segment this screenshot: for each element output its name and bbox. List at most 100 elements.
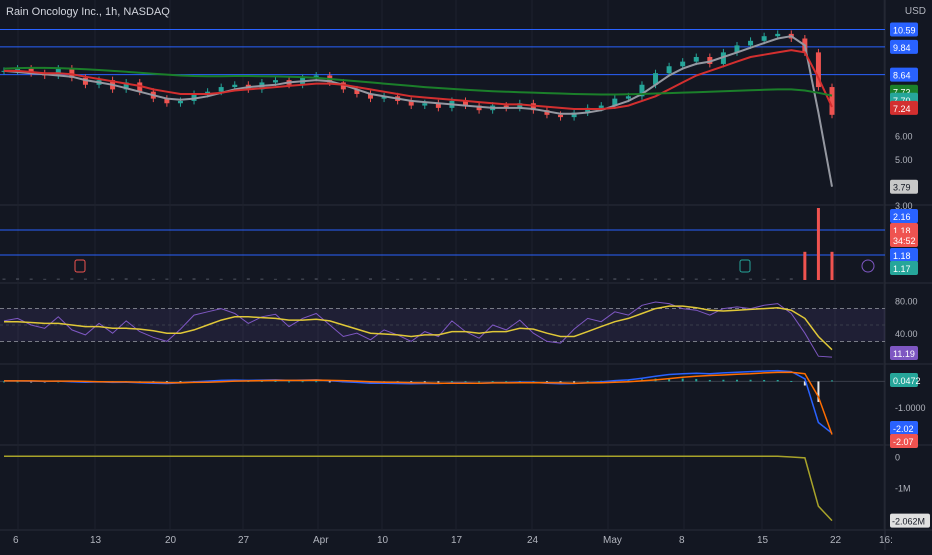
- macd-histogram-bar: [315, 381, 318, 383]
- candle: [761, 36, 767, 41]
- macd-histogram-bar: [831, 380, 833, 382]
- candle: [530, 103, 536, 111]
- macd-value-tag: 0.0472: [893, 376, 921, 386]
- x-tick-label: Apr: [313, 535, 329, 546]
- macd-histogram-bar: [505, 381, 508, 383]
- volume-bar: [789, 278, 793, 280]
- volume-bar: [816, 208, 820, 280]
- macd-histogram-bar: [573, 381, 576, 383]
- x-tick-label: 10: [377, 535, 389, 546]
- dividend-event-icon[interactable]: [861, 259, 875, 273]
- volume-bar: [803, 251, 807, 280]
- candle: [693, 57, 699, 62]
- candle: [680, 61, 686, 67]
- candle: [503, 105, 509, 108]
- volume-tag-bg: [890, 233, 918, 247]
- macd-value-tag-bg: [890, 421, 918, 435]
- volume-bar: [56, 278, 60, 280]
- candle: [28, 68, 34, 74]
- volume-bar: [776, 278, 780, 280]
- ema-line-1: [3, 35, 833, 187]
- earnings-marker-icon[interactable]: [74, 259, 86, 273]
- price-tag: 7.70: [893, 96, 911, 106]
- volume-bar: [531, 278, 535, 280]
- price-tag-bg: [890, 67, 918, 82]
- candle: [191, 94, 197, 101]
- macd-series-2: [4, 371, 833, 435]
- candle: [829, 87, 835, 115]
- x-tick-label: 20: [165, 535, 177, 546]
- candle: [720, 52, 726, 64]
- ema-line-2: [4, 49, 833, 110]
- macd-histogram-bar: [57, 381, 60, 383]
- volume-bar: [708, 278, 712, 280]
- earnings-marker-icon[interactable]: [739, 259, 751, 273]
- volume-tag-bg: [890, 248, 918, 262]
- candle: [653, 73, 659, 85]
- macd-value-tag-bg: [890, 373, 918, 387]
- candle: [612, 98, 618, 106]
- rsi-value-tag-bg: [890, 346, 918, 360]
- volume-bar: [762, 278, 766, 280]
- candle: [82, 77, 88, 85]
- volume-bar: [368, 278, 372, 280]
- volume-bar: [124, 278, 128, 280]
- volume-bar: [138, 278, 142, 280]
- macd-histogram-bar: [749, 379, 752, 382]
- volume-bar: [246, 278, 250, 280]
- candle: [408, 100, 414, 106]
- volume-bar: [681, 278, 685, 280]
- volume-bar: [518, 278, 522, 280]
- candle: [218, 87, 224, 92]
- rsi-series-1: [3, 301, 833, 358]
- candle: [272, 80, 278, 83]
- candle: [164, 98, 170, 104]
- volume-bar: [178, 278, 182, 280]
- macd-histogram-bar: [3, 381, 5, 383]
- macd-histogram-bar: [559, 381, 562, 383]
- candle: [734, 45, 740, 53]
- volume-bar: [613, 278, 617, 280]
- price-tag-bg: [890, 100, 918, 115]
- volume-bar: [151, 278, 155, 280]
- price-tag: 10.59: [893, 25, 916, 35]
- macd-series-1: [4, 369, 833, 434]
- macd-value-tag-bg: [890, 434, 918, 448]
- macd-histogram-bar: [763, 379, 766, 382]
- volume-bar: [640, 278, 644, 280]
- volume-bar: [491, 278, 495, 280]
- macd-histogram-bar: [790, 380, 793, 382]
- volume-bar: [260, 278, 264, 280]
- volume-bar: [830, 251, 834, 280]
- obv-scale-label: -1M: [895, 484, 911, 494]
- price-tag: 7.24: [893, 104, 911, 114]
- x-tick-label: May: [603, 535, 622, 546]
- volume-tag: 1.18: [893, 251, 911, 261]
- volume-bar: [328, 278, 332, 280]
- obv-scale-label: 0: [895, 452, 900, 462]
- macd-histogram-bar: [586, 381, 589, 383]
- rsi-band: [0, 308, 885, 342]
- price-tag: 8.64: [893, 71, 911, 81]
- candle: [748, 40, 754, 46]
- volume-bar: [423, 278, 427, 280]
- candle: [367, 94, 373, 99]
- macd-histogram-bar: [464, 381, 467, 383]
- rsi-value-tag: 11.19: [893, 349, 915, 359]
- candle: [815, 52, 821, 88]
- macd-histogram-bar: [776, 379, 779, 382]
- macd-histogram-bar: [668, 378, 671, 382]
- volume-bar: [436, 278, 440, 280]
- candle: [558, 114, 564, 118]
- volume-bar: [572, 278, 576, 280]
- macd-histogram-bar: [274, 380, 277, 382]
- macd-histogram-bar: [437, 381, 440, 383]
- candle: [585, 107, 591, 113]
- volume-bar: [504, 278, 508, 280]
- candle: [15, 68, 21, 71]
- volume-tag-bg: [890, 261, 918, 275]
- candle: [55, 68, 61, 76]
- candle: [435, 103, 441, 108]
